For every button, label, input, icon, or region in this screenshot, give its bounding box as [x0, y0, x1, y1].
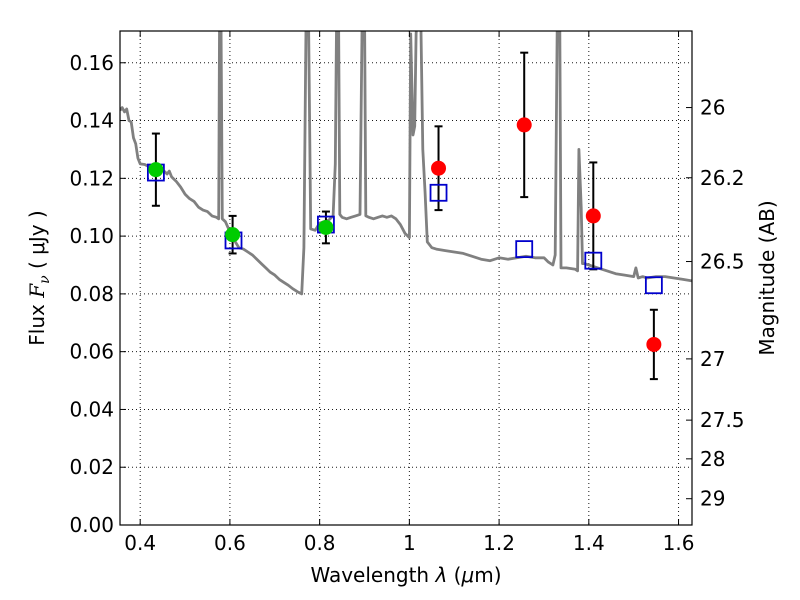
x-tick-label: 1.2 [483, 531, 515, 555]
green-data-point [148, 162, 164, 178]
marker-layer [146, 117, 663, 352]
x-tick-label: 1.4 [573, 531, 605, 555]
y2-tick-label: 28 [700, 447, 725, 471]
y-tick-label: 0.06 [69, 340, 114, 364]
red-data-point [516, 117, 532, 133]
y2-tick-label: 26.2 [700, 166, 745, 190]
y-axis-label: Flux Fν ( μJy ) [25, 210, 53, 345]
y2-tick-label: 29 [700, 487, 725, 511]
red-data-point [646, 336, 662, 352]
x-tick-label: 1.6 [663, 531, 695, 555]
y2-tick-label: 26 [700, 96, 725, 120]
model-square-marker [644, 276, 663, 295]
y2-axis-label: Magnitude (AB) [755, 200, 779, 355]
y2-tick-label: 26.5 [700, 250, 745, 274]
x-axis-label: Wavelength λ (μm) [310, 563, 501, 587]
grid [120, 31, 692, 526]
green-data-point [225, 227, 241, 243]
sed-model-line [120, 31, 692, 296]
y-tick-label: 0.12 [69, 166, 114, 190]
y2-tick-label: 27 [700, 347, 725, 371]
tick-layer: 0.4 0.6 0.8 1 1.2 1.4 1.6 0.00 0.02 0.04 0.06 0.08 0… [69, 31, 745, 555]
green-data-point [318, 219, 334, 235]
y-tick-label: 0.00 [69, 513, 114, 537]
x-tick-label: 1 [403, 531, 416, 555]
plot-frame [119, 30, 693, 526]
x-tick-label: 0.6 [214, 531, 246, 555]
y2-tick-label: 27.5 [700, 408, 745, 432]
red-data-point [585, 208, 601, 224]
y-tick-label: 0.16 [69, 51, 114, 75]
x-tick-label: 0.8 [304, 531, 336, 555]
y-tick-label: 0.04 [69, 397, 114, 421]
red-data-point [431, 160, 447, 176]
model-square-marker [429, 183, 448, 202]
y-tick-label: 0.14 [69, 109, 114, 133]
y-tick-label: 0.08 [69, 282, 114, 306]
model-square-marker [515, 240, 534, 259]
y-tick-label: 0.02 [69, 455, 114, 479]
x-tick-label: 0.4 [124, 531, 156, 555]
y-tick-label: 0.10 [69, 224, 114, 248]
model-square-marker [584, 251, 603, 270]
sed-line-layer [120, 31, 692, 296]
